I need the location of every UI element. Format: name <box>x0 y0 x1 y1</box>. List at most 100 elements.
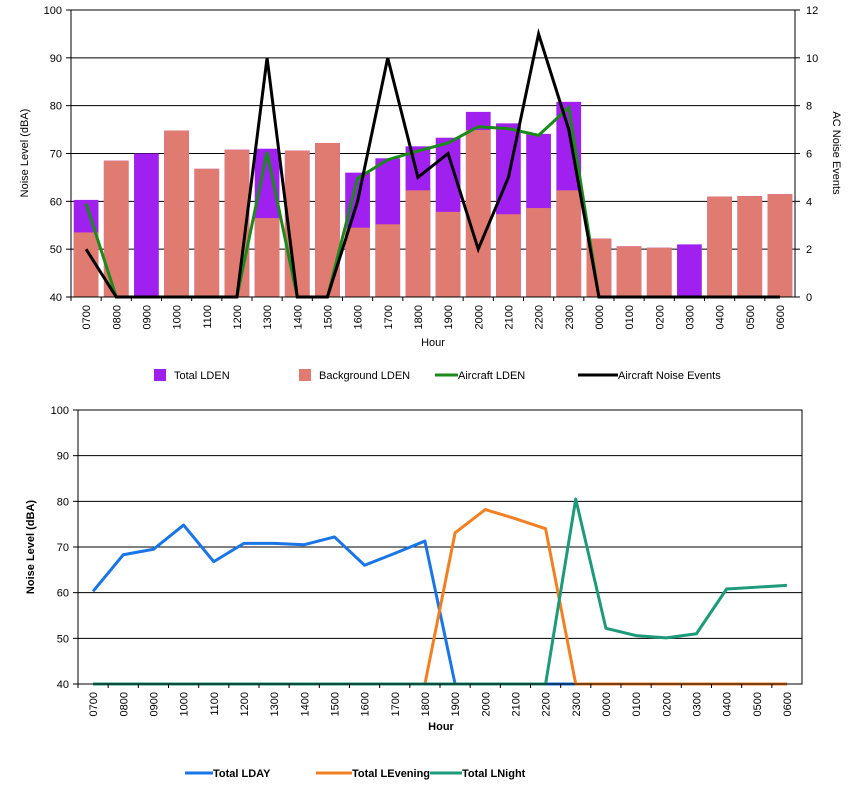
chart-1-y2-tick-label: 6 <box>806 149 812 161</box>
chart-1-y-tick-label: 90 <box>50 53 62 65</box>
chart-2-y-tick-label: 70 <box>57 542 69 554</box>
total-levening-line <box>93 508 787 686</box>
chart-2: 40 50 60 70 80 90 100 0700 0800 0900 1000 1100 1200… <box>25 405 803 780</box>
background-lden-bar <box>254 218 280 297</box>
chart-1-y-tick-label: 70 <box>50 149 62 161</box>
legend-label-total-levening: Total LEvening <box>352 768 430 780</box>
chart-1-y-tick-label: 40 <box>50 292 62 304</box>
legend-swatch-total-lden <box>154 369 166 381</box>
chart-1-x-tick-label: 2000 <box>473 305 485 329</box>
chart-2-x-tick-label: 0000 <box>601 692 613 716</box>
aircraft-lden-line <box>84 104 780 299</box>
chart-1-x-tick-label: 0500 <box>745 305 757 329</box>
background-lden-bar <box>435 211 461 297</box>
chart-1-x-tick-label: 1800 <box>413 305 425 329</box>
chart-2-y-tick-label: 50 <box>57 633 69 645</box>
chart-1-x-tick-label: 0600 <box>775 305 787 329</box>
background-lden-bar <box>616 246 642 297</box>
chart-1-x-tick-label: 0900 <box>141 305 153 329</box>
background-lden-bar <box>103 160 129 297</box>
chart-2-gridlines <box>78 409 802 685</box>
chart-1-legend: Total LDEN Background LDEN Aircraft LDEN Ai… <box>154 369 721 382</box>
chart-1-x-tick-label: 0100 <box>624 305 636 329</box>
chart-2-x-tick-label: 1100 <box>209 692 221 716</box>
chart-1-y-tick-label: 60 <box>50 196 62 208</box>
background-lden-bar <box>194 168 220 297</box>
chart-2-legend: Total LDAY Total LEvening Total LNight <box>185 768 526 780</box>
chart-1-y2-axis-title: AC Noise Events <box>830 111 842 195</box>
chart-2-x-tick-label: 2100 <box>510 692 522 716</box>
chart-2-x-tick-label: 2000 <box>480 692 492 716</box>
chart-1-x-tick-label: 2200 <box>534 305 546 329</box>
chart-2-x-tick-label: 1900 <box>450 692 462 716</box>
chart-2-x-tick-label: 0400 <box>722 692 734 716</box>
chart-2-x-axis-title: Hour <box>428 721 454 733</box>
chart-2-x-tick-label: 1300 <box>269 692 281 716</box>
chart-1: 40 50 60 70 80 90 100 0 2 4 6 8 10 12 0700 0800 0900 10… <box>19 5 842 382</box>
legend-label-total-lnight: Total LNight <box>462 768 526 780</box>
chart-1-x-tick-label: 0300 <box>684 305 696 329</box>
chart-2-x-tick-label: 0900 <box>148 692 160 716</box>
chart-2-y-tick-label: 40 <box>57 679 69 691</box>
background-lden-bar <box>405 190 431 297</box>
chart-2-x-tick-label: 1400 <box>299 692 311 716</box>
chart-1-x-tick-label: 0800 <box>111 305 123 329</box>
total-lnight-line <box>93 497 788 686</box>
chart-2-x-tick-label: 1600 <box>360 692 372 716</box>
background-lden-bar <box>646 247 672 297</box>
chart-1-x-tick-label: 2100 <box>503 305 515 329</box>
chart-1-y2-ticks: 0 2 4 6 8 10 12 <box>795 5 818 304</box>
background-lden-bar <box>707 196 732 297</box>
chart-1-y2-tick-label: 8 <box>806 101 812 113</box>
chart-1-y2-tick-label: 2 <box>806 244 812 256</box>
background-lden-bar <box>767 194 793 297</box>
background-lden-bar <box>496 214 521 297</box>
chart-2-x-tick-label: 2300 <box>571 692 583 716</box>
total-lden-bar <box>134 153 159 297</box>
chart-2-x-tick-label: 1800 <box>420 692 432 716</box>
chart-1-y2-tick-label: 0 <box>806 292 812 304</box>
chart-2-x-tick-label: 0800 <box>118 692 130 716</box>
chart-2-x-tick-label: 0500 <box>752 692 764 716</box>
legend-label-total-lden: Total LDEN <box>174 370 230 382</box>
chart-2-x-tick-label: 0600 <box>782 692 794 716</box>
background-lden-bar <box>465 130 491 297</box>
chart-1-y2-tick-label: 12 <box>806 5 818 17</box>
legend-label-total-lday: Total LDAY <box>213 768 271 780</box>
chart-1-x-tick-label: 1400 <box>292 305 304 329</box>
chart-1-x-tick-label: 1500 <box>322 305 334 329</box>
chart-2-y-tick-label: 90 <box>57 451 69 463</box>
chart-1-y-ticks: 40 50 60 70 80 90 100 <box>44 5 71 304</box>
chart-1-y-tick-label: 100 <box>44 5 62 17</box>
background-lden-bar <box>345 227 370 297</box>
chart-1-lines <box>84 28 780 299</box>
chart-2-y-tick-label: 60 <box>57 588 69 600</box>
chart-1-x-tick-label: 1100 <box>202 305 214 329</box>
chart-2-y-tick-label: 100 <box>51 405 69 417</box>
chart-2-x-tick-label: 1000 <box>179 692 191 716</box>
chart-1-x-tick-label: 1700 <box>383 305 395 329</box>
chart-1-x-tick-label: 0400 <box>715 305 727 329</box>
legend-label-aircraft-noise-events: Aircraft Noise Events <box>618 370 721 382</box>
chart-1-x-tick-label: 1000 <box>172 305 184 329</box>
chart-1-y-axis-title: Noise Level (dBA) <box>19 109 31 198</box>
legend-label-background-lden: Background LDEN <box>319 370 410 382</box>
aircraft-noise-events-line <box>84 28 780 299</box>
chart-1-y-tick-label: 50 <box>50 244 62 256</box>
chart-1-x-tick-label: 0700 <box>81 305 93 329</box>
chart-2-x-tick-label: 0700 <box>88 692 100 716</box>
background-lden-bar <box>164 130 189 297</box>
chart-2-x-tick-label: 2200 <box>541 692 553 716</box>
chart-1-x-tick-label: 1900 <box>443 305 455 329</box>
chart-2-y-tick-label: 80 <box>57 496 69 508</box>
chart-2-x-tick-label: 1200 <box>239 692 251 716</box>
chart-2-lines <box>91 497 788 686</box>
chart-1-x-tick-label: 1600 <box>353 305 365 329</box>
chart-1-x-ticks: 0700 0800 0900 1000 1100 1200 1300 1400 1500 1600… <box>70 297 787 329</box>
chart-2-x-tick-label: 0200 <box>661 692 673 716</box>
chart-1-x-tick-label: 2300 <box>564 305 576 329</box>
chart-1-x-axis-title: Hour <box>421 337 445 349</box>
chart-2-x-tick-label: 1500 <box>329 692 341 716</box>
chart-1-x-tick-label: 0000 <box>594 305 606 329</box>
